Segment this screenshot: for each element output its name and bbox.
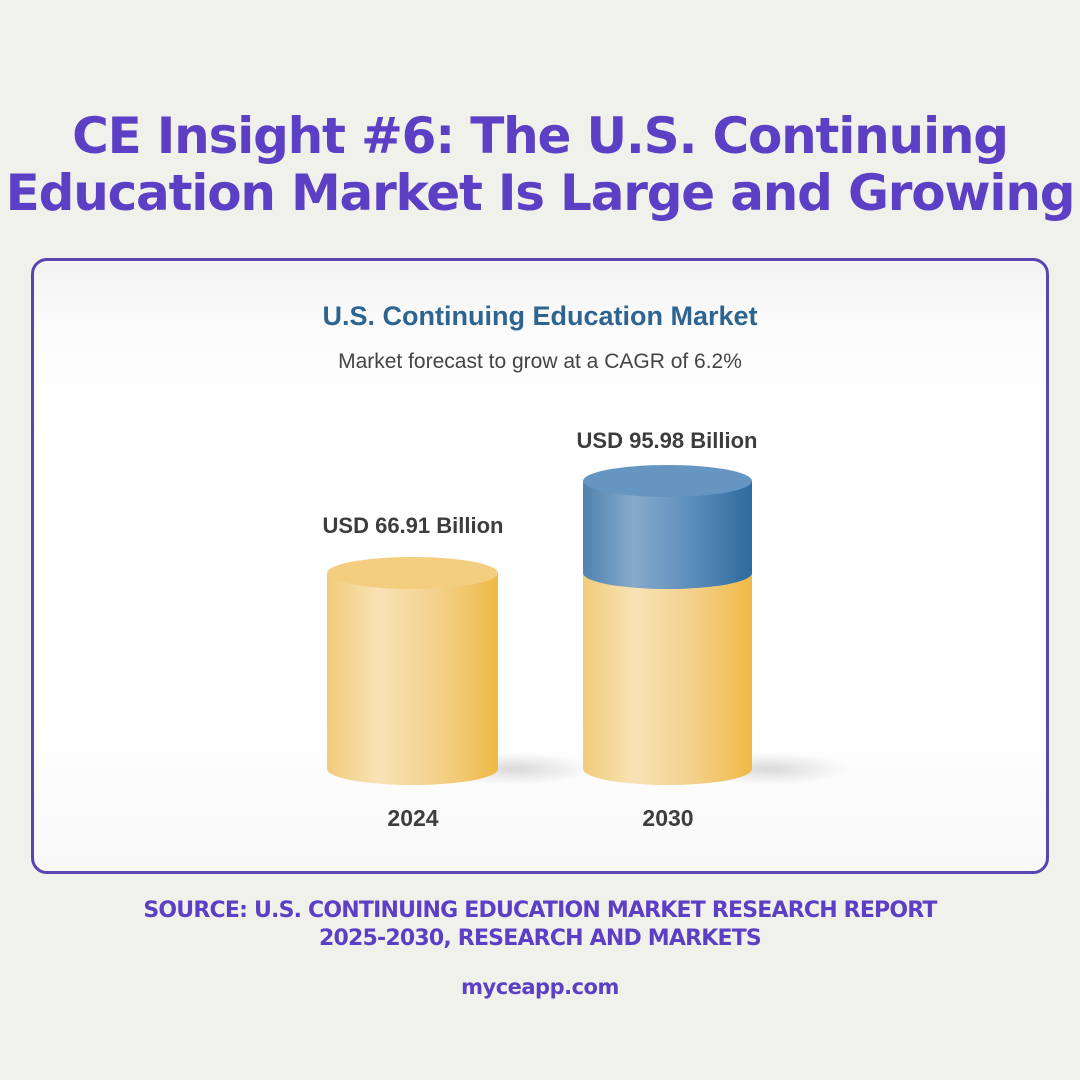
headline: CE Insight #6: The U.S. Continuing Educa… [0,108,1080,222]
cylinder-2030 [583,465,752,785]
chart-title: U.S. Continuing Education Market [322,301,758,331]
cylinder-2024 [327,557,498,785]
cylinder-chart [327,465,849,785]
source-line-1: SOURCE: U.S. CONTINUING EDUCATION MARKET… [143,898,937,923]
source-line-2: 2025-2030, RESEARCH AND MARKETS [319,926,762,951]
cylinder-2030-base [583,573,752,785]
headline-line-1: CE Insight #6: The U.S. Continuing [72,107,1009,165]
chart-card: U.S. Continuing Education Market Market … [31,258,1049,874]
x-label-2024: 2024 [387,805,439,831]
chart-subtitle: Market forecast to grow at a CAGR of 6.2… [338,350,742,373]
source-citation: SOURCE: U.S. CONTINUING EDUCATION MARKET… [0,897,1080,953]
headline-line-2: Education Market Is Large and Growing [5,164,1076,222]
data-label-2024: USD 66.91 Billion [322,513,504,538]
cylinder-2030-growth [583,481,752,589]
data-label-2030: USD 95.98 Billion [576,428,758,453]
x-label-2030: 2030 [642,805,694,831]
website-url: myceapp.com [461,975,619,999]
